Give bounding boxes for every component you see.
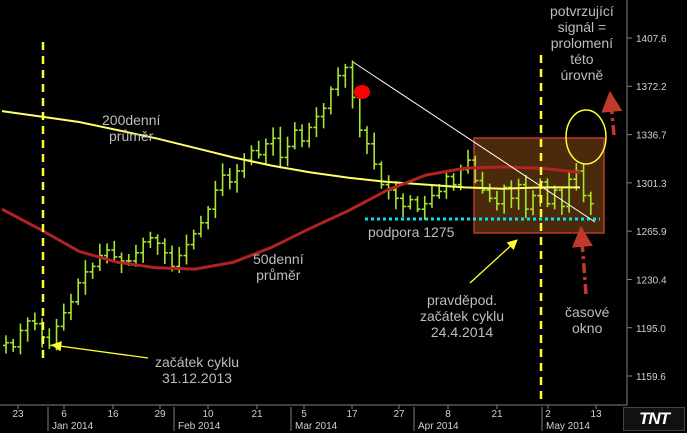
y-tick-label: 1230.4 bbox=[636, 276, 667, 287]
x-day-label: 23 bbox=[12, 409, 24, 420]
time-window-label: časové okno bbox=[565, 304, 610, 336]
x-day-label: 21 bbox=[251, 409, 263, 420]
y-tick-label: 1159.6 bbox=[636, 372, 666, 383]
x-day-label: 27 bbox=[393, 409, 405, 420]
signal-ellipse bbox=[565, 109, 607, 165]
support-label: podpora 1275 bbox=[368, 224, 455, 240]
cycle-start-label: začátek cyklu 31.12.2013 bbox=[155, 354, 240, 386]
probable-cycle-label: pravděpod. začátek cyklu 24.4.2014 bbox=[420, 292, 505, 340]
y-tick-label: 1336.7 bbox=[636, 131, 667, 142]
x-month-label: Mar 2014 bbox=[295, 421, 338, 432]
ma50-line bbox=[1, 165, 581, 271]
cycle-start-arrow bbox=[50, 341, 149, 359]
peak-dot bbox=[354, 85, 370, 99]
x-month-label: Jan 2014 bbox=[52, 421, 94, 432]
signal-arrow bbox=[601, 90, 623, 136]
x-day-label: 2 bbox=[545, 409, 551, 420]
x-day-label: 8 bbox=[445, 409, 451, 420]
x-month-label: Feb 2014 bbox=[178, 421, 221, 432]
time-window-arrow bbox=[571, 225, 593, 295]
y-tick-label: 1301.3 bbox=[636, 179, 667, 190]
x-month-label: Apr 2014 bbox=[418, 421, 459, 432]
candles bbox=[3, 60, 594, 355]
y-axis: 1407.6 1372.2 1336.7 1301.3 1265.9 1230.4 1195… bbox=[627, 34, 667, 383]
x-month-label: May 2014 bbox=[546, 421, 590, 432]
x-day-label: 13 bbox=[590, 409, 602, 420]
x-day-label: 29 bbox=[154, 409, 166, 420]
x-axis: 23 6 16 29 10 21 5 17 27 8 21 2 13 Jan 2014 Feb 2014 Ma… bbox=[12, 405, 602, 432]
ma50-label: 50denní průměr bbox=[253, 251, 304, 283]
y-tick-label: 1265.9 bbox=[636, 227, 667, 238]
probable-cycle-arrow bbox=[469, 239, 518, 284]
confirm-signal-label: potvrzující signál = prolomení této úrovně bbox=[550, 3, 614, 83]
x-day-label: 16 bbox=[107, 409, 119, 420]
trend-line bbox=[352, 61, 596, 223]
tnt-logo: TNT bbox=[623, 407, 685, 431]
x-day-label: 21 bbox=[491, 409, 503, 420]
y-tick-label: 1372.2 bbox=[636, 82, 667, 93]
y-tick-label: 1195.0 bbox=[636, 324, 666, 335]
y-tick-label: 1407.6 bbox=[636, 34, 667, 45]
ma200-line bbox=[1, 110, 580, 190]
x-day-label: 10 bbox=[202, 409, 214, 420]
ma200-label: 200denní průměr bbox=[102, 112, 161, 144]
x-day-label: 6 bbox=[61, 409, 67, 420]
x-day-label: 17 bbox=[346, 409, 358, 420]
x-day-label: 5 bbox=[301, 409, 307, 420]
